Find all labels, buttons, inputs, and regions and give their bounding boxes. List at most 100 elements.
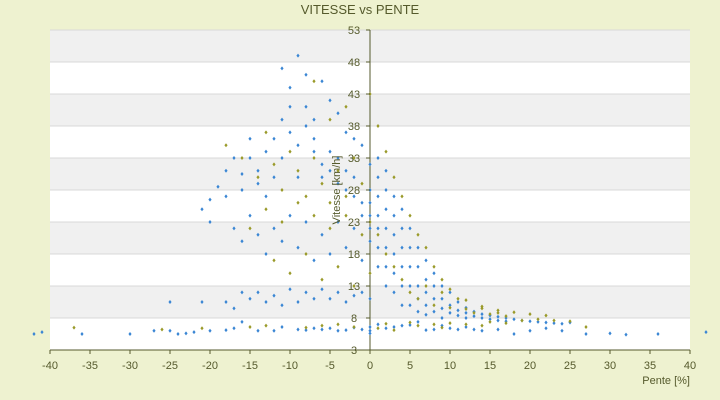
data-point xyxy=(320,323,324,328)
data-point xyxy=(232,226,236,231)
data-point xyxy=(320,181,324,186)
y-tick-label: 13 xyxy=(348,281,360,293)
data-point xyxy=(368,226,372,231)
data-point xyxy=(344,104,348,109)
data-point xyxy=(184,331,188,336)
data-point xyxy=(408,290,412,295)
data-point xyxy=(224,168,228,173)
data-point xyxy=(440,277,444,282)
data-point xyxy=(368,239,372,244)
data-point xyxy=(344,245,348,250)
data-point xyxy=(400,284,404,288)
data-point xyxy=(440,290,444,295)
data-point xyxy=(256,181,260,186)
data-point xyxy=(368,328,372,333)
data-point xyxy=(328,326,332,331)
data-point xyxy=(392,232,396,237)
data-point xyxy=(376,213,380,218)
data-point xyxy=(400,323,404,328)
data-point xyxy=(320,175,324,180)
data-point xyxy=(344,194,348,199)
data-point xyxy=(456,308,460,313)
data-point xyxy=(320,277,324,282)
data-point xyxy=(416,264,420,269)
data-point xyxy=(464,298,468,303)
data-point xyxy=(256,175,260,180)
data-point xyxy=(440,325,444,330)
data-point xyxy=(304,220,308,224)
data-point xyxy=(208,220,212,224)
data-point xyxy=(336,156,340,160)
data-point xyxy=(264,323,268,328)
data-point xyxy=(312,326,316,331)
data-point xyxy=(368,200,372,205)
data-point xyxy=(304,328,308,333)
data-point xyxy=(584,324,588,329)
data-point xyxy=(408,303,412,308)
data-point xyxy=(584,332,588,336)
data-point xyxy=(344,300,348,304)
data-point xyxy=(280,239,284,244)
data-point xyxy=(472,314,476,319)
data-point xyxy=(488,317,492,322)
data-point xyxy=(328,117,332,122)
data-point xyxy=(408,284,412,288)
data-point xyxy=(416,296,420,301)
x-tick-label: 40 xyxy=(684,360,696,372)
data-point xyxy=(472,327,476,332)
data-point xyxy=(352,284,356,288)
data-point xyxy=(392,328,396,333)
data-point xyxy=(344,328,348,333)
data-point xyxy=(296,175,300,180)
data-point xyxy=(304,252,308,256)
data-point xyxy=(464,316,468,320)
data-point xyxy=(448,321,452,326)
data-point xyxy=(416,245,420,250)
data-point xyxy=(440,316,444,320)
data-point xyxy=(320,287,324,292)
data-point xyxy=(264,252,268,256)
data-point xyxy=(504,314,508,319)
data-point xyxy=(264,130,268,135)
data-point xyxy=(336,220,340,224)
data-point xyxy=(384,321,388,326)
data-point xyxy=(376,322,380,327)
data-point xyxy=(408,323,412,328)
data-point xyxy=(392,175,396,180)
data-point xyxy=(240,172,244,176)
data-point xyxy=(464,310,468,315)
data-point xyxy=(408,245,412,250)
data-point xyxy=(216,184,220,189)
data-point xyxy=(432,322,436,327)
data-point xyxy=(432,264,436,269)
x-tick-label: 10 xyxy=(444,360,456,372)
data-point xyxy=(328,296,332,301)
data-point xyxy=(328,168,332,173)
data-point xyxy=(384,284,388,288)
data-point xyxy=(544,320,548,325)
data-point xyxy=(360,200,364,205)
data-point xyxy=(400,277,404,282)
data-point xyxy=(488,312,492,317)
data-point xyxy=(376,264,380,269)
data-point xyxy=(408,213,412,218)
data-point xyxy=(352,194,356,199)
data-point xyxy=(312,156,316,160)
data-point xyxy=(232,326,236,331)
data-point xyxy=(512,317,516,322)
data-point xyxy=(392,324,396,329)
data-point xyxy=(424,258,428,263)
data-point xyxy=(288,149,292,154)
data-point xyxy=(624,332,628,337)
data-point xyxy=(392,264,396,269)
data-point xyxy=(264,149,268,154)
data-point xyxy=(320,162,324,167)
data-point xyxy=(328,226,332,231)
data-point xyxy=(456,313,460,318)
data-point xyxy=(256,168,260,173)
data-point xyxy=(424,303,428,308)
data-point xyxy=(336,328,340,333)
x-tick-label: 15 xyxy=(484,360,496,372)
data-point xyxy=(336,111,340,116)
